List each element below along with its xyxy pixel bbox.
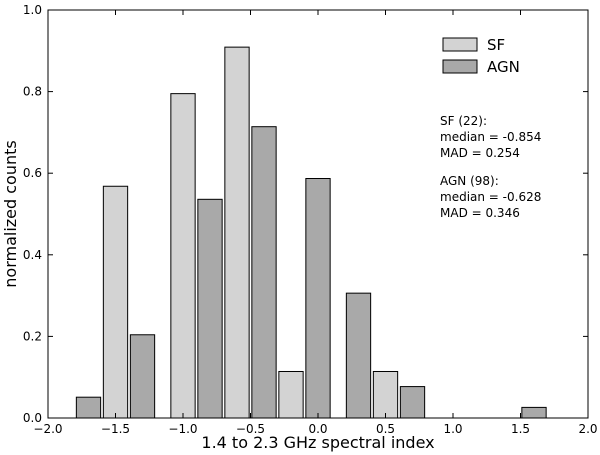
bar-agn-2 xyxy=(197,198,223,419)
annotation-agn-count: AGN (98): xyxy=(440,174,499,188)
x-tick-label: −0.5 xyxy=(236,422,265,436)
annotation-sf-count: SF (22): xyxy=(440,114,487,128)
bar-sf-2 xyxy=(224,46,250,419)
bars-group xyxy=(75,46,547,419)
bar-sf-1 xyxy=(170,93,196,419)
bar-agn-3 xyxy=(251,126,277,419)
bar-agn-0 xyxy=(75,396,102,419)
y-axis-label: normalized counts xyxy=(1,140,20,287)
x-tick-label: −1.0 xyxy=(168,422,197,436)
x-axis-label: 1.4 to 2.3 GHz spectral index xyxy=(201,433,434,452)
legend-swatch-sf xyxy=(442,37,478,52)
y-tick-label: 0.6 xyxy=(23,166,42,180)
annotation-sf-mad: MAD = 0.254 xyxy=(440,146,520,160)
x-tick-label: 0.0 xyxy=(308,422,327,436)
y-tick-label: 0.8 xyxy=(23,85,42,99)
bar-agn-7 xyxy=(521,406,547,419)
legend-label-agn: AGN xyxy=(487,58,520,76)
x-tick-label: 1.5 xyxy=(511,422,530,436)
x-tick-label: 2.0 xyxy=(578,422,597,436)
annotation-agn-mad: MAD = 0.346 xyxy=(440,206,520,220)
x-tick-label: 1.0 xyxy=(443,422,462,436)
bar-agn-6 xyxy=(399,386,426,419)
annotation-agn-median: median = -0.628 xyxy=(440,190,541,204)
bar-sf-3 xyxy=(278,370,304,419)
bar-agn-5 xyxy=(345,292,372,419)
ticks-group: −2.0 −1.5 −1.0 −0.5 0.0 0.5 1.0 1.5 2.0 0.0 0.2 0.4… xyxy=(23,3,598,436)
y-tick-label: 0.0 xyxy=(23,411,42,425)
y-tick-label: 0.4 xyxy=(23,248,42,262)
bar-sf-0 xyxy=(102,185,129,419)
legend: SF AGN xyxy=(442,36,520,76)
legend-label-sf: SF xyxy=(487,36,505,54)
bar-agn-4 xyxy=(305,178,331,419)
x-tick-label: −2.0 xyxy=(33,422,62,436)
x-tick-label: −1.5 xyxy=(101,422,130,436)
bar-agn-1 xyxy=(129,334,156,419)
bar-sf-4 xyxy=(372,370,399,419)
y-tick-label: 0.2 xyxy=(23,329,42,343)
annotation-sf-median: median = -0.854 xyxy=(440,130,541,144)
legend-swatch-agn xyxy=(442,59,478,74)
x-tick-label: 0.5 xyxy=(376,422,395,436)
y-tick-label: 1.0 xyxy=(23,3,42,17)
stats-annotation: SF (22): median = -0.854 MAD = 0.254 AGN… xyxy=(440,114,541,220)
